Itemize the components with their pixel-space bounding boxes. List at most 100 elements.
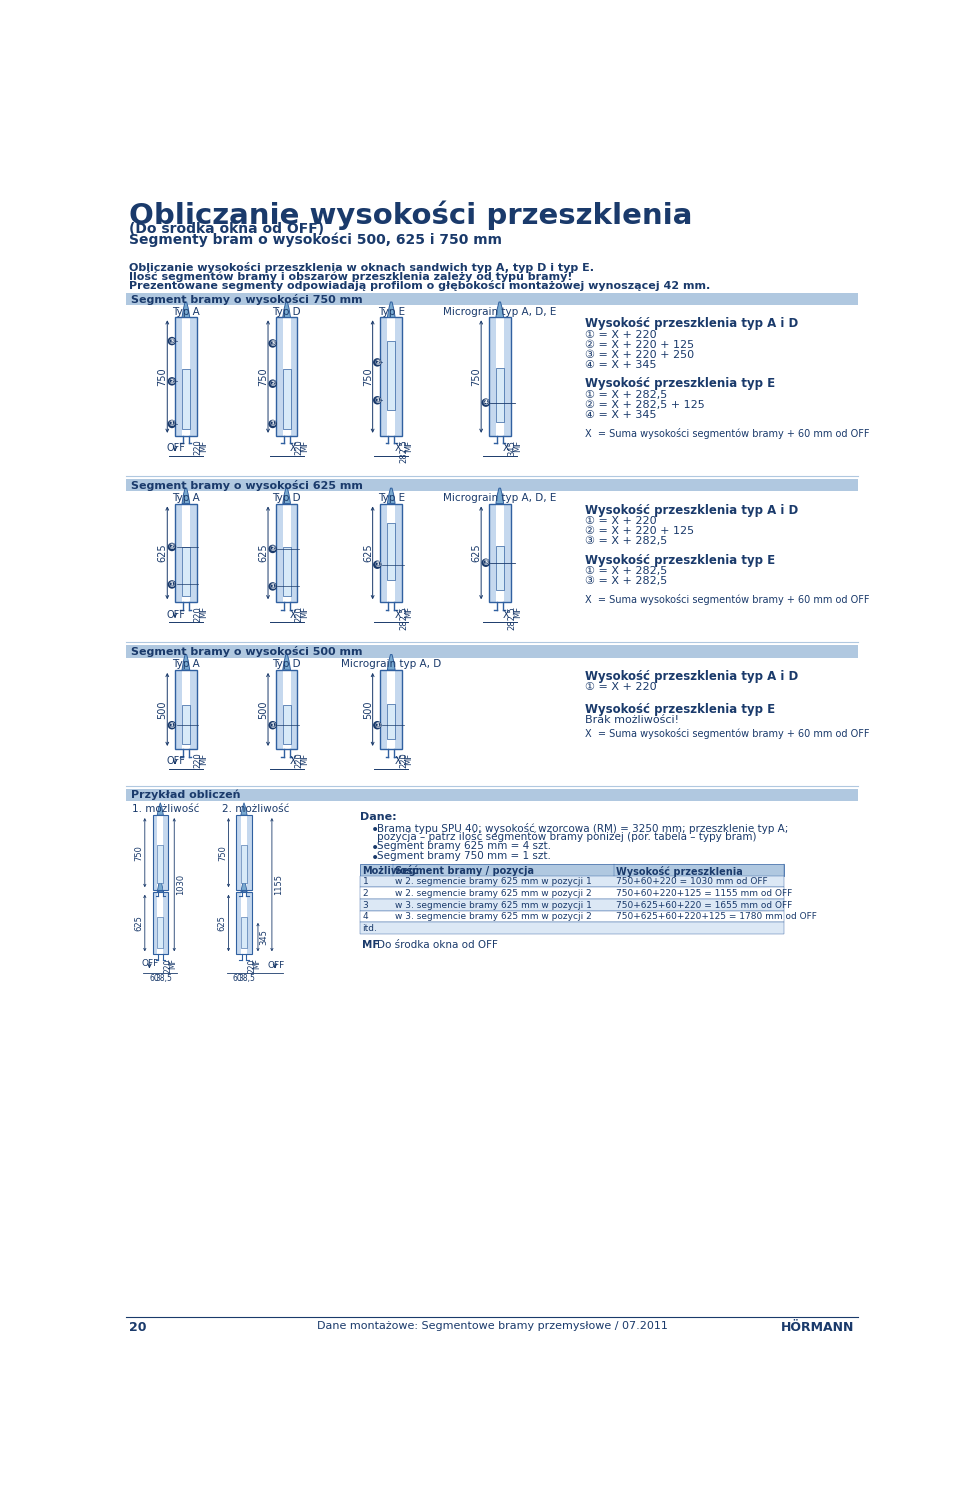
Text: Segmenty bram o wysokości 500, 625 i 750 mm: Segmenty bram o wysokości 500, 625 i 750… [130,232,502,247]
Text: X: X [395,609,401,620]
Text: ①: ① [374,721,380,730]
Bar [276,317,283,435]
Bar [360,888,784,898]
Bar [236,891,241,954]
Bar [360,922,784,934]
Bar [241,845,247,882]
Text: 220: 220 [194,752,203,769]
Text: X: X [503,443,510,453]
Bar [241,916,247,948]
Circle shape [168,420,177,428]
Text: 1: 1 [363,878,369,887]
Text: 625: 625 [471,544,482,562]
Text: MF: MF [404,606,414,618]
Bar [276,504,298,602]
Bar [153,815,157,890]
Text: w 2. segmencie bramy 625 mm w pozycji 1: w 2. segmencie bramy 625 mm w pozycji 1 [396,878,592,887]
Text: 1030: 1030 [176,875,185,895]
Text: Wysokość przeszklenia typ A i D: Wysokość przeszklenia typ A i D [585,317,799,331]
Text: Micrograin typ A, D, E: Micrograin typ A, D, E [444,493,557,502]
Text: 220: 220 [163,958,173,973]
Text: 750: 750 [218,845,227,861]
Text: Wysokość przeszklenia typ A i D: Wysokość przeszklenia typ A i D [585,504,799,517]
Text: ②: ② [374,358,380,367]
Text: MF: MF [199,752,208,764]
Bar [496,368,504,422]
Text: 2. możliwość: 2. możliwość [223,805,290,815]
Text: 625: 625 [218,915,227,931]
Polygon shape [157,879,163,891]
Text: Segment bramy 625 mm = 4 szt.: Segment bramy 625 mm = 4 szt. [377,842,551,851]
Text: 282,5: 282,5 [399,606,408,630]
Bar [182,547,190,596]
Text: 345: 345 [508,440,516,456]
Bar [388,703,396,739]
Text: 500: 500 [363,700,373,718]
Polygon shape [388,489,396,504]
Text: Wysokość przeszklenia typ E: Wysokość przeszklenia typ E [585,377,775,390]
Bar [291,670,298,749]
Text: Micrograin typ A, D, E: Micrograin typ A, D, E [444,307,557,316]
Text: OFF: OFF [166,757,185,766]
Polygon shape [182,489,190,504]
Circle shape [168,377,177,386]
Bar [163,891,168,954]
Polygon shape [283,489,291,504]
Text: 60: 60 [233,974,243,983]
Polygon shape [182,302,190,317]
Text: Prezentowane segmenty odpowiadają profilom o głębokości montażowej wynoszącej 42: Prezentowane segmenty odpowiadają profil… [130,280,710,292]
Text: •: • [372,851,379,866]
Text: Ilość segmentów bramy i obszarów przeszklenia zależy od typu bramy!: Ilość segmentów bramy i obszarów przeszk… [130,271,573,282]
Bar [291,317,298,435]
Text: 625: 625 [258,544,269,562]
Bar [380,504,388,602]
Circle shape [482,559,490,568]
Text: X: X [290,609,297,620]
Text: 1. możliwość: 1. możliwość [132,805,200,815]
Text: MF: MF [404,440,414,451]
Bar [360,876,784,888]
Text: ①: ① [270,721,276,730]
Bar [175,317,197,435]
Text: ①: ① [374,560,380,569]
Polygon shape [157,803,163,815]
Bar [283,705,291,744]
Circle shape [269,420,276,428]
Bar [489,504,496,602]
Text: Typ D: Typ D [273,659,300,669]
Text: Brama typu SPU 40; wysokość wzorcowa (RM) = 3250 mm; przeszklenie typ A;: Brama typu SPU 40; wysokość wzorcowa (RM… [377,822,789,834]
Text: Segment bramy o wysokości 750 mm: Segment bramy o wysokości 750 mm [131,294,363,304]
Text: ① = X + 220: ① = X + 220 [585,682,657,693]
Text: MF: MF [404,752,414,764]
Text: •: • [372,842,379,855]
Bar [157,916,163,948]
Bar [175,504,182,602]
Text: Segment bramy / pozycja: Segment bramy / pozycja [396,866,534,876]
Bar [236,815,241,890]
Bar [182,705,190,744]
Text: 750+625+60+220+125 = 1780 mm od OFF: 750+625+60+220+125 = 1780 mm od OFF [616,912,817,921]
Bar [153,815,168,890]
Text: 220: 220 [295,752,303,769]
Bar [360,864,784,876]
Text: ②: ② [169,542,175,551]
Text: 500: 500 [258,700,269,718]
Text: 1155: 1155 [274,875,282,895]
Text: 20: 20 [130,1322,147,1335]
Text: 282,5: 282,5 [508,606,516,630]
Bar [276,504,283,602]
Text: ②: ② [169,377,175,386]
Bar [175,317,182,435]
Text: ③ = X + 282,5: ③ = X + 282,5 [585,577,667,586]
Bar [504,504,511,602]
Text: X: X [503,609,510,620]
Text: w 3. segmencie bramy 625 mm w pozycji 2: w 3. segmencie bramy 625 mm w pozycji 2 [396,912,592,921]
Circle shape [373,560,381,569]
Text: ①: ① [169,580,175,589]
Polygon shape [283,302,291,317]
Bar [236,815,252,890]
Bar [153,891,157,954]
Circle shape [168,721,177,730]
Text: Typ E: Typ E [377,307,405,316]
Text: ③ = X + 282,5: ③ = X + 282,5 [585,536,667,545]
